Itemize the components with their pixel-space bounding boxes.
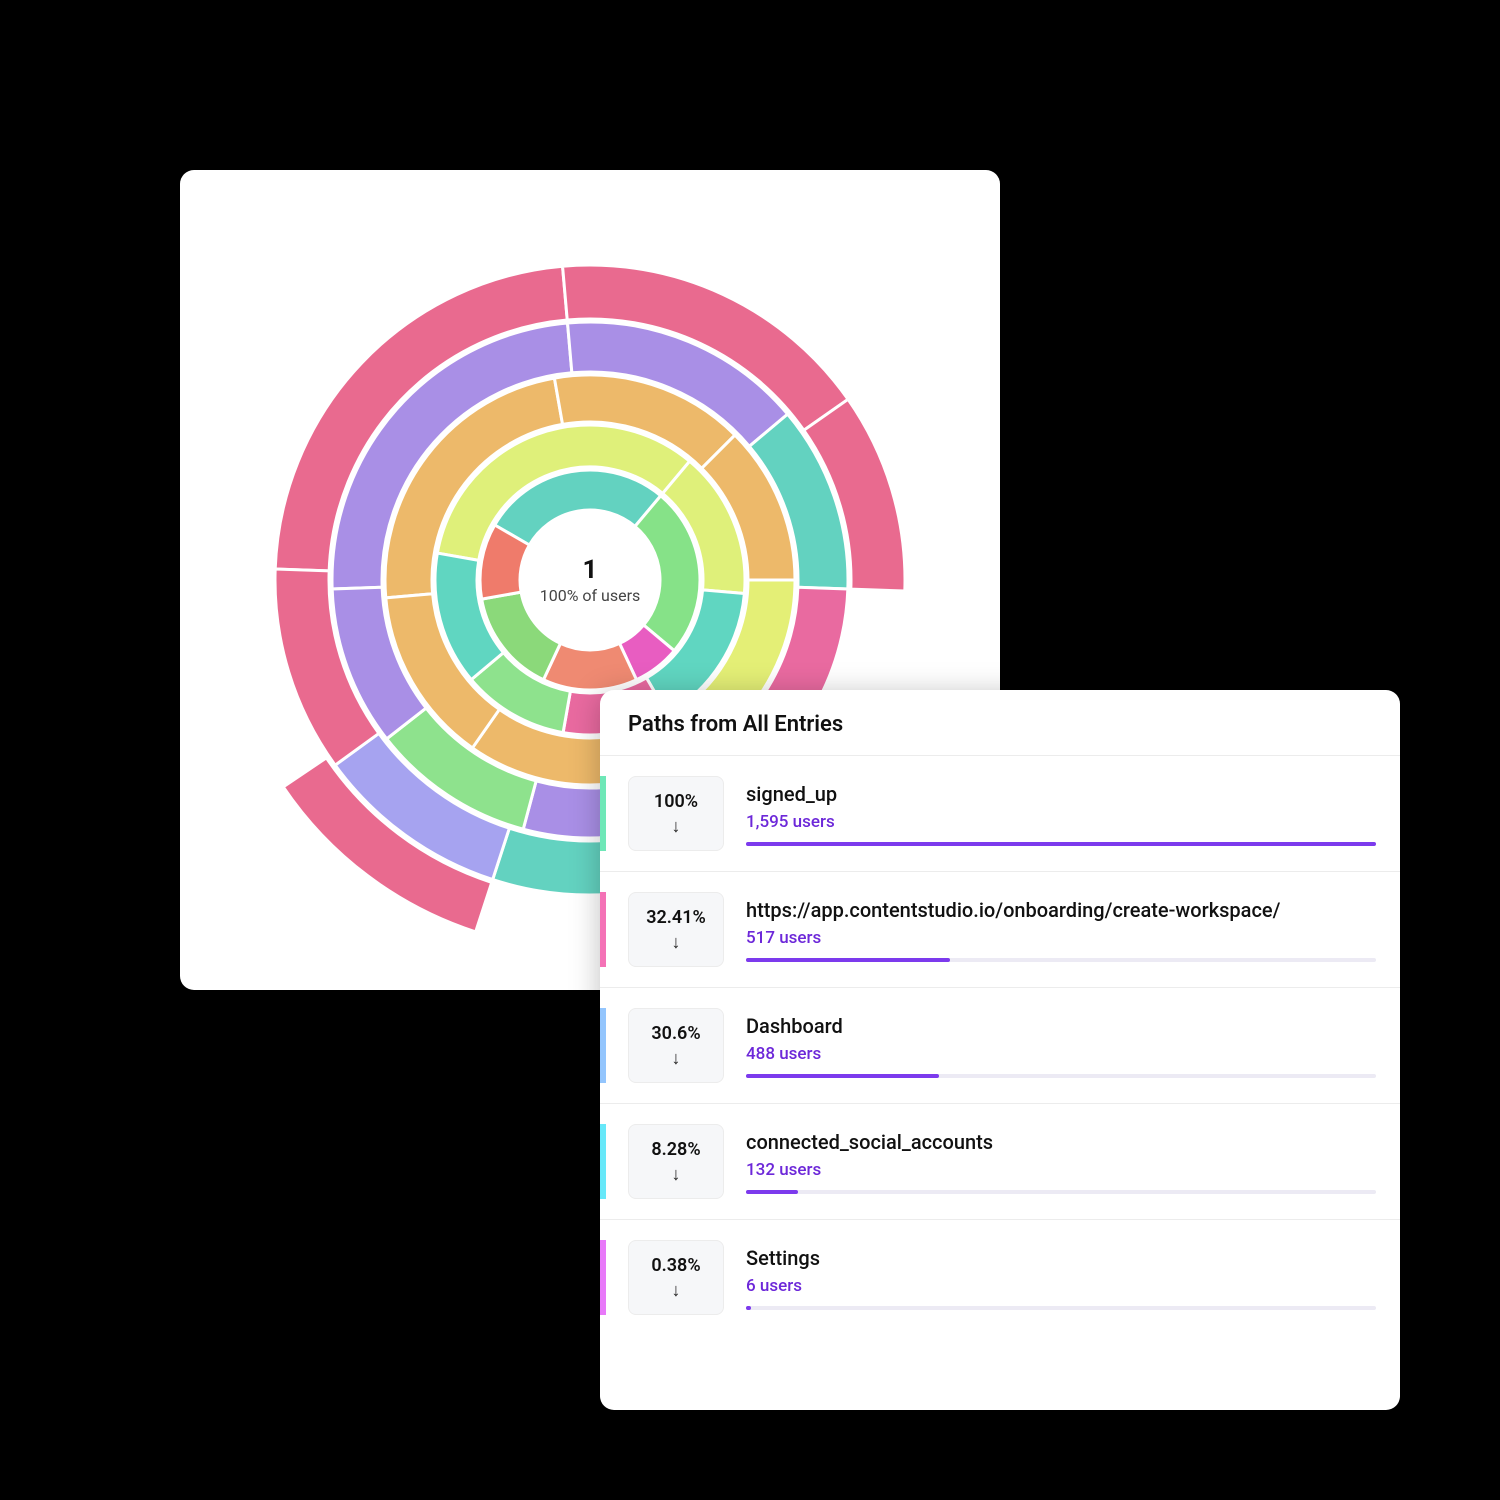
percent-box: 8.28% ↓ <box>628 1124 724 1199</box>
row-main: Dashboard 488 users <box>746 1008 1376 1083</box>
progress-track <box>746 842 1376 846</box>
path-users: 1,595 users <box>746 812 1376 832</box>
row-stripe <box>600 1240 606 1315</box>
progress-track <box>746 1306 1376 1310</box>
percent-box: 100% ↓ <box>628 776 724 851</box>
percent-box: 30.6% ↓ <box>628 1008 724 1083</box>
arrow-down-icon: ↓ <box>672 1282 681 1300</box>
arrow-down-icon: ↓ <box>672 818 681 836</box>
row-stripe <box>600 1008 606 1083</box>
path-row[interactable]: 8.28% ↓ connected_social_accounts 132 users <box>600 1104 1400 1220</box>
path-row[interactable]: 100% ↓ signed_up 1,595 users <box>600 756 1400 872</box>
progress-fill <box>746 842 1376 846</box>
arrow-down-icon: ↓ <box>672 934 681 952</box>
percent-value: 100% <box>654 791 698 812</box>
path-title: https://app.contentstudio.io/onboarding/… <box>746 898 1376 922</box>
row-main: Settings 6 users <box>746 1240 1376 1315</box>
progress-track <box>746 958 1376 962</box>
progress-fill <box>746 1306 751 1310</box>
progress-fill <box>746 1074 939 1078</box>
percent-value: 30.6% <box>651 1023 700 1044</box>
row-main: connected_social_accounts 132 users <box>746 1124 1376 1199</box>
row-stripe <box>600 776 606 851</box>
percent-box: 0.38% ↓ <box>628 1240 724 1315</box>
path-users: 132 users <box>746 1160 1376 1180</box>
path-title: Settings <box>746 1246 1376 1270</box>
row-stripe <box>600 892 606 967</box>
row-stripe <box>600 1124 606 1199</box>
paths-card-title: Paths from All Entries <box>600 690 1400 756</box>
path-title: signed_up <box>746 782 1376 806</box>
progress-track <box>746 1190 1376 1194</box>
progress-fill <box>746 1190 798 1194</box>
path-users: 517 users <box>746 928 1376 948</box>
arrow-down-icon: ↓ <box>672 1166 681 1184</box>
progress-fill <box>746 958 950 962</box>
paths-rows: 100% ↓ signed_up 1,595 users 32.41% ↓ https://… <box>600 756 1400 1335</box>
path-users: 6 users <box>746 1276 1376 1296</box>
row-main: https://app.contentstudio.io/onboarding/… <box>746 892 1376 967</box>
path-row[interactable]: 30.6% ↓ Dashboard 488 users <box>600 988 1400 1104</box>
path-title: connected_social_accounts <box>746 1130 1376 1154</box>
percent-value: 0.38% <box>651 1255 700 1276</box>
row-main: signed_up 1,595 users <box>746 776 1376 851</box>
percent-value: 8.28% <box>651 1139 700 1160</box>
path-row[interactable]: 32.41% ↓ https://app.contentstudio.io/onbo… <box>600 872 1400 988</box>
percent-box: 32.41% ↓ <box>628 892 724 967</box>
progress-track <box>746 1074 1376 1078</box>
path-title: Dashboard <box>746 1014 1376 1038</box>
paths-card: Paths from All Entries 100% ↓ signed_up 1,5… <box>600 690 1400 1410</box>
arrow-down-icon: ↓ <box>672 1050 681 1068</box>
percent-value: 32.41% <box>646 907 706 928</box>
path-row[interactable]: 0.38% ↓ Settings 6 users <box>600 1220 1400 1335</box>
path-users: 488 users <box>746 1044 1376 1064</box>
